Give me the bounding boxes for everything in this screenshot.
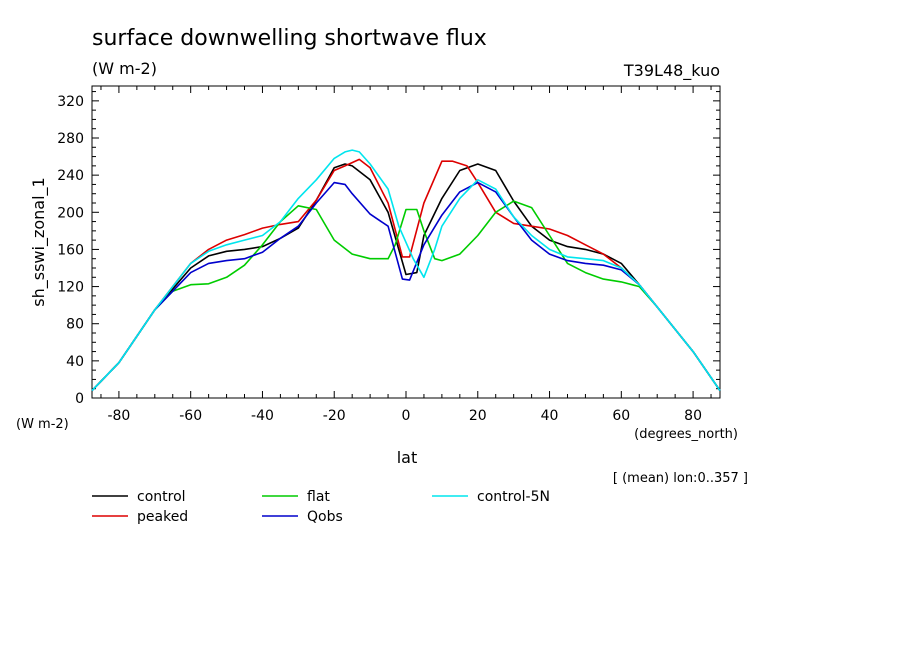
x-tick-label: 40 — [541, 408, 559, 424]
y-tick-label: 120 — [57, 280, 84, 296]
series-line-flat — [91, 200, 721, 392]
legend-label: control — [137, 489, 186, 505]
y-axis: 0 40 80 120 160 200 240 280 320 — [57, 91, 720, 407]
y-tick-label: 40 — [66, 354, 84, 370]
y-tick-label: 240 — [57, 168, 84, 184]
x-axis-unit: (degrees_north) — [634, 427, 738, 442]
x-axis-label: lat — [397, 448, 418, 467]
x-tick-label: -20 — [323, 408, 346, 424]
x-tick-label: -60 — [179, 408, 202, 424]
x-axis: -80 -60 -40 -20 0 20 40 60 80 — [100, 86, 712, 424]
series-line-peaked — [91, 158, 721, 392]
y-axis-unit: (W m-2) — [16, 417, 69, 432]
legend: control peaked flat Qobs control-5N — [92, 489, 550, 525]
y-tick-label: 320 — [57, 94, 84, 110]
x-tick-label: 60 — [612, 408, 630, 424]
y-tick-label: 0 — [75, 391, 84, 407]
y-tick-label: 200 — [57, 205, 84, 221]
x-tick-label: -40 — [251, 408, 274, 424]
legend-label: flat — [307, 489, 330, 505]
y-axis-label: sh_sswi_zonal_1 — [29, 177, 49, 306]
series-line-control-5n — [91, 149, 721, 392]
legend-label: control-5N — [477, 489, 550, 505]
chart-subtitle: (W m-2) — [92, 59, 157, 78]
y-tick-label: 280 — [57, 131, 84, 147]
legend-label: Qobs — [307, 509, 343, 525]
x-tick-label: 80 — [684, 408, 702, 424]
run-label: T39L48_kuo — [623, 61, 720, 81]
y-tick-label: 160 — [57, 242, 84, 258]
x-tick-label: -80 — [107, 408, 130, 424]
legend-label: peaked — [137, 509, 188, 525]
series-line-qobs — [91, 181, 721, 392]
footnote: [ (mean) lon:0..357 ] — [613, 471, 748, 486]
x-tick-label: 20 — [469, 408, 487, 424]
series-layer — [91, 149, 721, 392]
x-tick-label: 0 — [402, 408, 411, 424]
chart-title: surface downwelling shortwave flux — [92, 26, 487, 51]
y-tick-label: 80 — [66, 317, 84, 333]
